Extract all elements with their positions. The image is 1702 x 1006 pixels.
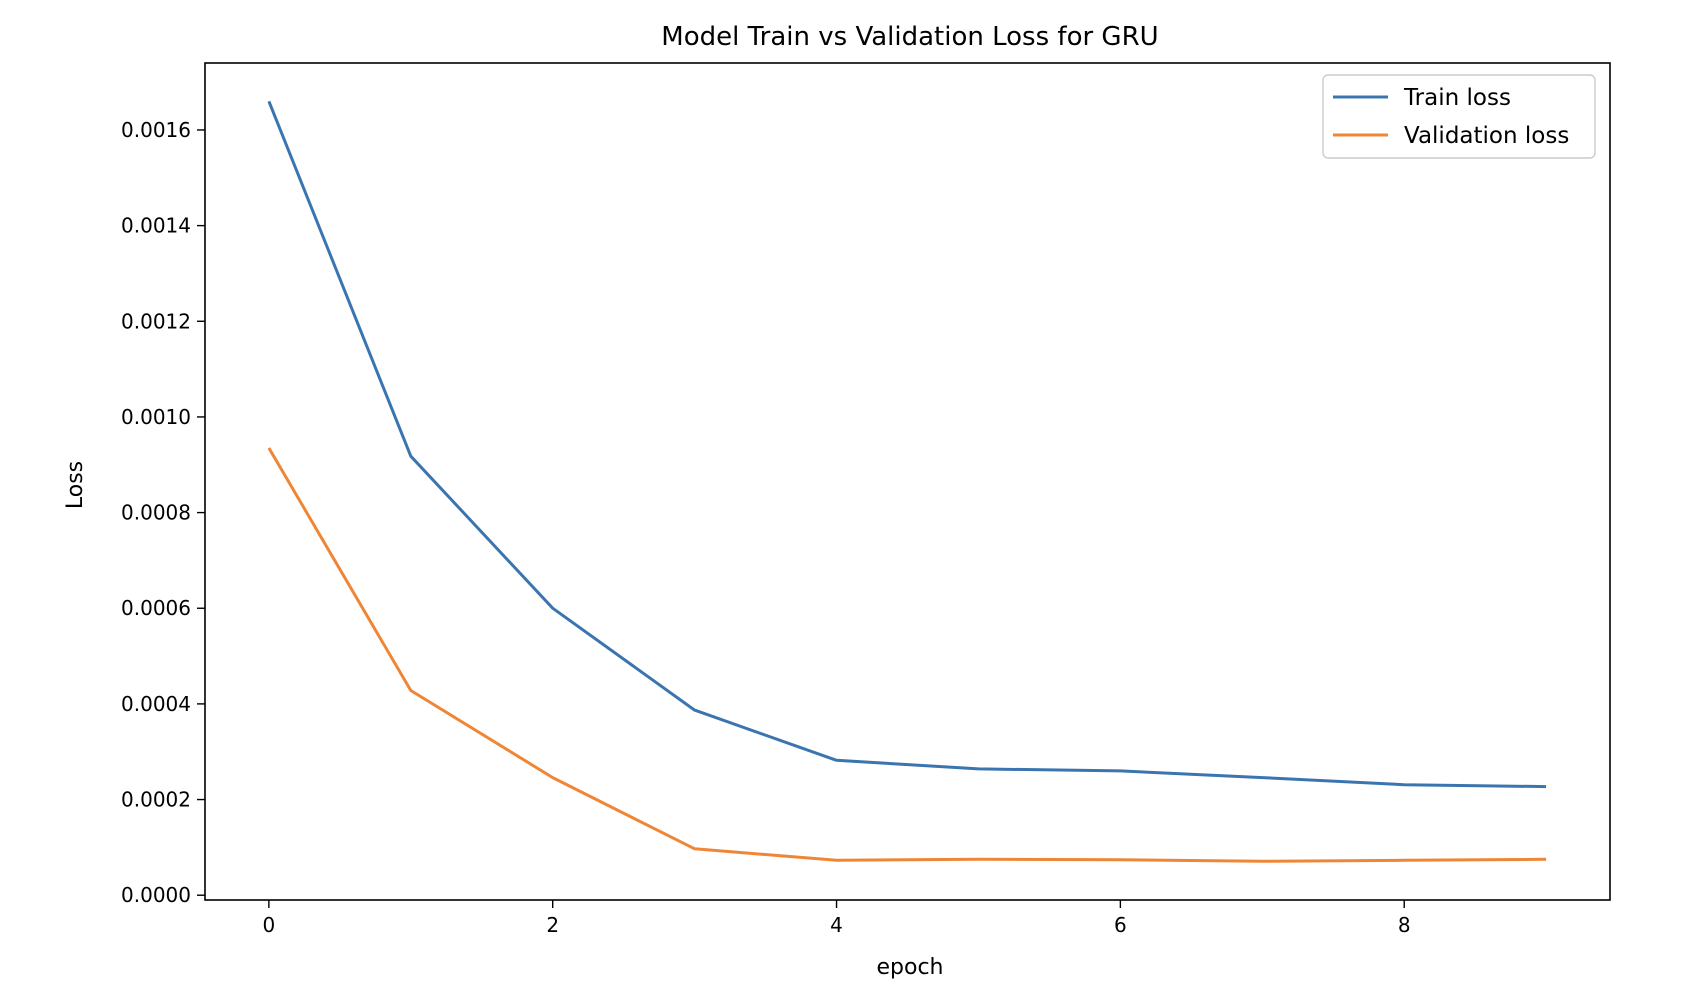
y-tick-label: 0.0004 [121, 692, 191, 716]
train-loss-line [267, 100, 1547, 789]
series-layer [267, 100, 1547, 863]
y-tick-label: 0.0008 [121, 501, 191, 525]
chart-title: Model Train vs Validation Loss for GRU [661, 22, 1158, 52]
x-tick-label: 8 [1398, 913, 1411, 937]
y-axis-label: Loss [63, 461, 88, 509]
x-tick-label: 0 [262, 913, 275, 937]
plot-area [204, 62, 1611, 901]
y-tick-label: 0.0010 [121, 405, 191, 429]
y-tick-label: 0.0014 [121, 214, 191, 238]
x-tick-label: 2 [546, 913, 559, 937]
x-axis: 0 2 4 6 8 [262, 900, 1411, 937]
legend-label: Validation loss [1404, 123, 1569, 149]
legend-label: Train loss [1403, 85, 1511, 111]
x-axis-label: epoch [877, 955, 944, 980]
y-tick-label: 0.0016 [121, 118, 191, 142]
x-tick-label: 4 [830, 913, 843, 937]
y-tick-label: 0.0000 [121, 883, 191, 907]
y-tick-label: 0.0012 [121, 309, 191, 333]
plot-frame [204, 62, 1611, 901]
legend-box [1322, 74, 1596, 159]
y-tick-label: 0.0002 [121, 788, 191, 812]
y-axis: 0.0000 0.0002 0.0004 0.0006 0.0008 0.0010 0.00… [121, 118, 205, 907]
legend: Train loss Validation loss [1322, 74, 1596, 159]
x-tick-label: 6 [1114, 913, 1127, 937]
validation-loss-line [267, 447, 1547, 863]
y-tick-label: 0.0006 [121, 596, 191, 620]
